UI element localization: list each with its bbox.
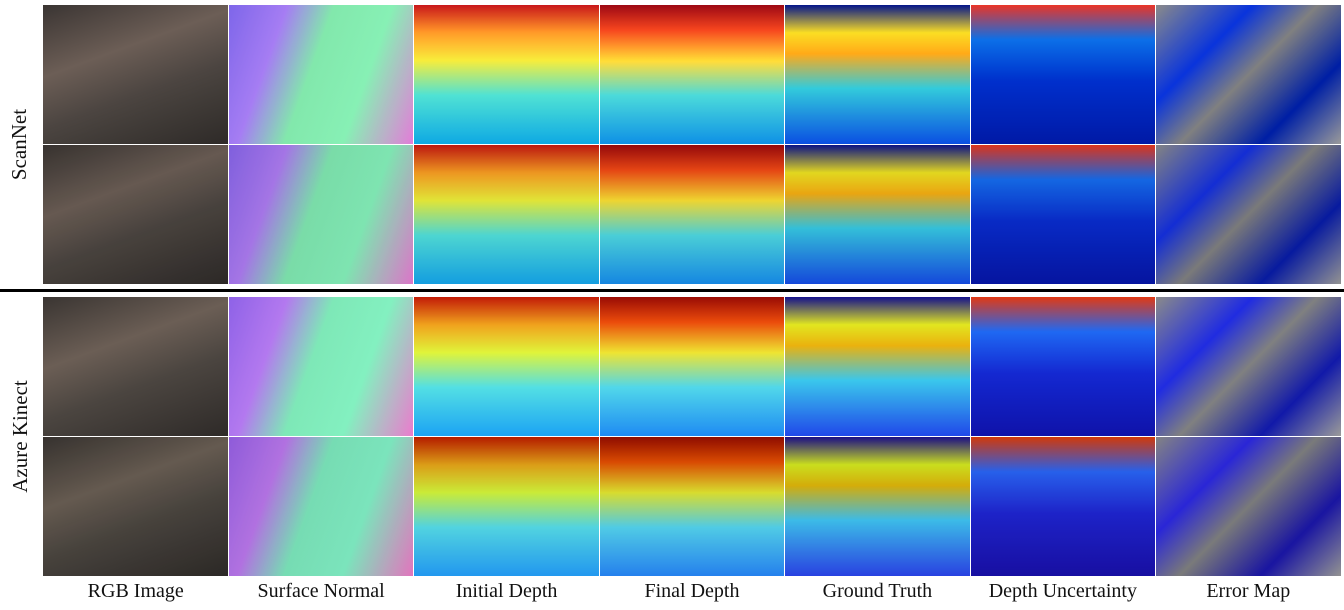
column-label: Surface Normal bbox=[257, 580, 385, 602]
image-panel bbox=[228, 297, 414, 436]
image-panel bbox=[228, 145, 414, 284]
image-panel bbox=[1156, 297, 1341, 436]
image-panel bbox=[1156, 145, 1341, 284]
image-panel bbox=[43, 145, 228, 284]
image-panel bbox=[970, 5, 1156, 144]
image-panel bbox=[599, 145, 785, 284]
image-panel bbox=[414, 437, 599, 576]
image-panel bbox=[414, 297, 599, 436]
image-grid bbox=[43, 297, 1341, 576]
label-text: Azure Kinect bbox=[7, 379, 32, 493]
image-panel bbox=[1156, 5, 1341, 144]
image-panel bbox=[785, 145, 970, 284]
label-text: ScanNet bbox=[7, 108, 32, 180]
image-panel bbox=[599, 437, 785, 576]
image-panel bbox=[785, 5, 970, 144]
column-label: Ground Truth bbox=[822, 580, 933, 602]
column-label: Initial Depth bbox=[455, 580, 558, 602]
image-panel bbox=[228, 5, 414, 144]
column-label: Depth Uncertainty bbox=[988, 580, 1137, 602]
row-group-label: ScanNet bbox=[0, 5, 40, 283]
column-label: RGB Image bbox=[87, 580, 184, 602]
image-panel bbox=[785, 437, 970, 576]
image-panel bbox=[43, 437, 228, 576]
separator bbox=[0, 289, 1344, 292]
image-panel bbox=[43, 297, 228, 436]
image-panel bbox=[970, 145, 1156, 284]
image-panel bbox=[1156, 437, 1341, 576]
row-group-label: Azure Kinect bbox=[0, 297, 40, 575]
column-label: Final Depth bbox=[644, 580, 740, 602]
image-panel bbox=[970, 297, 1156, 436]
image-panel bbox=[599, 297, 785, 436]
image-panel bbox=[414, 145, 599, 284]
image-panel bbox=[970, 437, 1156, 576]
image-panel bbox=[43, 5, 228, 144]
image-grid bbox=[43, 5, 1341, 284]
image-panel bbox=[785, 297, 970, 436]
column-label: Error Map bbox=[1206, 580, 1291, 602]
column-labels: RGB Image Surface Normal Initial Depth Fina… bbox=[43, 580, 1341, 603]
image-panel bbox=[414, 5, 599, 144]
image-panel bbox=[228, 437, 414, 576]
image-panel bbox=[599, 5, 785, 144]
